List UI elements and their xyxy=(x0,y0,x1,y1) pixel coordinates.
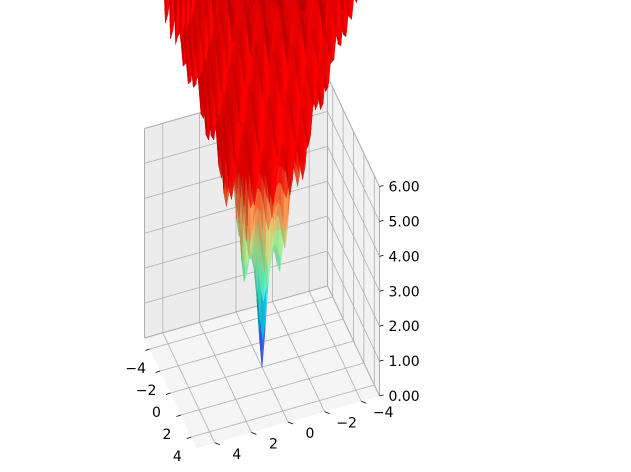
surface-plot xyxy=(164,0,358,368)
grid-line-y xyxy=(162,332,216,443)
surface-facet xyxy=(176,0,180,9)
surface-facet xyxy=(318,0,322,17)
surface-facet xyxy=(348,0,353,20)
grid-line-z xyxy=(327,111,380,222)
surface-facet xyxy=(166,0,169,6)
surface-facet xyxy=(315,0,319,8)
grid-line-y xyxy=(308,291,362,402)
grid-line-z xyxy=(327,181,380,292)
grid-line-z xyxy=(144,285,328,339)
grid-line-z xyxy=(327,146,380,257)
grid-line-z xyxy=(327,76,380,187)
surface-facet xyxy=(334,0,338,14)
surface-facet xyxy=(194,0,199,27)
surface-facet xyxy=(218,0,222,23)
grid-line-y xyxy=(272,301,325,412)
surface-facet xyxy=(346,0,350,17)
grid-line-z xyxy=(327,215,380,327)
surface-facet xyxy=(240,0,245,17)
grid-line-y xyxy=(199,322,252,433)
grid-line-z xyxy=(144,215,328,269)
surface-facet xyxy=(239,0,242,4)
surface-facet xyxy=(355,0,357,4)
grid-line-z xyxy=(144,250,328,304)
surface-facet xyxy=(313,0,318,31)
grid-line-z xyxy=(327,250,380,362)
surface-facet xyxy=(336,0,341,15)
surface-facet xyxy=(339,0,342,11)
surface-facet xyxy=(331,0,335,16)
grid-line-z xyxy=(327,285,380,397)
